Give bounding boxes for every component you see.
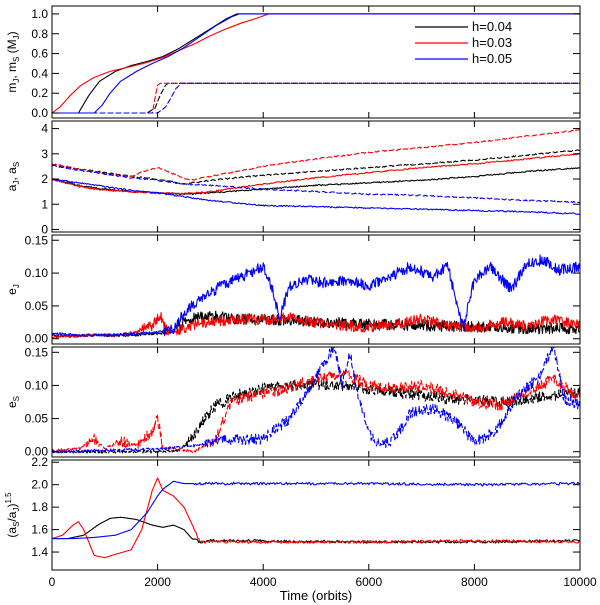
x-tick-label: 0 (49, 575, 56, 589)
y-tick-label: 0.10 (25, 266, 49, 280)
legend: h=0.04h=0.03h=0.05 (415, 19, 512, 66)
y-tick-label: 1.6 (31, 523, 48, 537)
y-axis-label: eJ (5, 284, 21, 295)
panel-mass: 0.00.20.40.60.81.0mJ, mS (MJ) h=0.04h=0.0… (5, 5, 581, 120)
series-h-0-05-ratio (52, 480, 580, 540)
y-axis-label-part: /a (5, 511, 19, 521)
series-h-0-05-m-s (52, 82, 580, 114)
series-h-0-05-e-s (52, 347, 580, 454)
series-h-0-04-e-s (52, 378, 580, 454)
y-axis-label-part: S (12, 396, 21, 401)
y-tick-label: 0.15 (25, 233, 49, 247)
y-tick-label: 2.2 (31, 455, 48, 469)
legend-label-1: h=0.04 (472, 19, 512, 34)
x-tick-label: 6000 (355, 575, 382, 589)
series-h-0-05-a-j (52, 177, 580, 215)
y-axis-label-part: (a (5, 527, 19, 538)
y-axis-label-part: ) (5, 31, 19, 35)
y-tick-label: 0.00 (25, 445, 49, 459)
series-h-0-03-e-j (52, 312, 580, 339)
series-h-0-05-m-j (52, 13, 580, 114)
y-axis-label-part: J (12, 181, 21, 185)
y-tick-label: 3 (41, 147, 48, 161)
series-h-0-03-m-j (52, 13, 580, 114)
y-axis-label-part: , a (5, 167, 19, 181)
y-tick-label: 0.00 (25, 332, 49, 346)
series-h-0-03-m-s (52, 82, 580, 114)
y-axis-label: aJ, aS (5, 162, 21, 191)
y-axis-label-part: J (12, 284, 21, 288)
y-tick-label: 0.10 (25, 378, 49, 392)
y-tick-label: 1.0 (31, 7, 48, 21)
panel-ecc_j: 0.00 0.05 0.10 0.15 eJ (5, 233, 581, 346)
x-tick-label: 8000 (461, 575, 488, 589)
y-axis-label-part: 1.5 (4, 492, 13, 504)
series-group (52, 477, 580, 559)
y-axis-label: mJ, mS (MJ) (5, 31, 21, 92)
legend-label-3: h=0.05 (472, 51, 512, 66)
y-axis-label-part: (M (5, 39, 19, 56)
y-axis-label-part: e (5, 288, 19, 295)
y-tick-label: 2 (41, 172, 48, 186)
x-tick-label: 4000 (250, 575, 277, 589)
y-tick-label: 0.15 (25, 345, 49, 359)
axes-frame (51, 459, 581, 571)
y-tick-label: 0.05 (25, 412, 49, 426)
series-h-0-04-m-s (52, 82, 580, 114)
y-tick-label: 0.4 (31, 66, 48, 80)
y-tick-label: 0.6 (31, 47, 48, 61)
series-h-0-04-m-j (52, 13, 580, 114)
axes-frame (51, 5, 581, 119)
y-axis-label-part: e (5, 401, 19, 408)
y-tick-label: 0.05 (25, 299, 49, 313)
y-axis-label-part: J (12, 508, 21, 512)
y-axis-label-part: m (5, 83, 19, 93)
series-group (52, 347, 580, 454)
series-h-0-04-a-s (52, 149, 580, 185)
x-tick-label: 10000 (563, 575, 597, 589)
y-tick-label: 0.0 (31, 106, 48, 120)
axes-frame (51, 346, 581, 458)
y-axis-label-part: S (12, 162, 21, 167)
series-h-0-03-a-s (52, 128, 580, 181)
y-tick-label: 2.0 (31, 478, 48, 492)
series-h-0-04-ratio (52, 516, 580, 544)
y-axis-label: eS (5, 396, 21, 408)
y-axis-label-part: , m (5, 62, 19, 79)
series-h-0-03-a-j (52, 152, 580, 195)
panel-semimajor: 0 1 2 3 4 aJ, aS (5, 120, 581, 236)
y-axis-label-part: a (5, 184, 19, 191)
y-tick-label: 0.2 (31, 86, 48, 100)
series-h-0-05-e-j (52, 254, 580, 338)
y-axis-label-part: ) (5, 504, 19, 508)
y-tick-label: 4 (41, 122, 48, 136)
y-tick-label: 1.4 (31, 545, 48, 559)
y-tick-label: 1 (41, 197, 48, 211)
legend-label-2: h=0.03 (472, 35, 512, 50)
y-axis-label-part: J (12, 35, 21, 39)
axes-frame (51, 234, 581, 345)
series-h-0-03-e-s (52, 369, 580, 453)
y-axis-label-part: S (12, 522, 21, 527)
y-tick-label: 1.8 (31, 500, 48, 514)
series-h-0-05-a-s (52, 164, 580, 204)
panel-ecc_s: 0.00 0.05 0.10 0.15 eS (5, 345, 581, 459)
panel-period_ratio: 1.4 1.6 1.8 2.0 2.2 0 2000 4000 6000 8000 10000 (aS… (4, 455, 597, 603)
series-group (52, 128, 580, 215)
y-axis-label: (aS/aJ)1.5 (4, 492, 21, 538)
y-tick-label: 0 (41, 222, 48, 236)
x-tick-label: 2000 (144, 575, 171, 589)
series-group (52, 254, 580, 339)
y-axis-label-part: J (12, 79, 21, 83)
series-h-0-03-ratio (52, 477, 580, 559)
y-axis-label-part: S (12, 57, 21, 62)
x-axis-label: Time (orbits) (280, 588, 352, 603)
y-tick-label: 0.8 (31, 27, 48, 41)
axes-frame (51, 120, 581, 233)
